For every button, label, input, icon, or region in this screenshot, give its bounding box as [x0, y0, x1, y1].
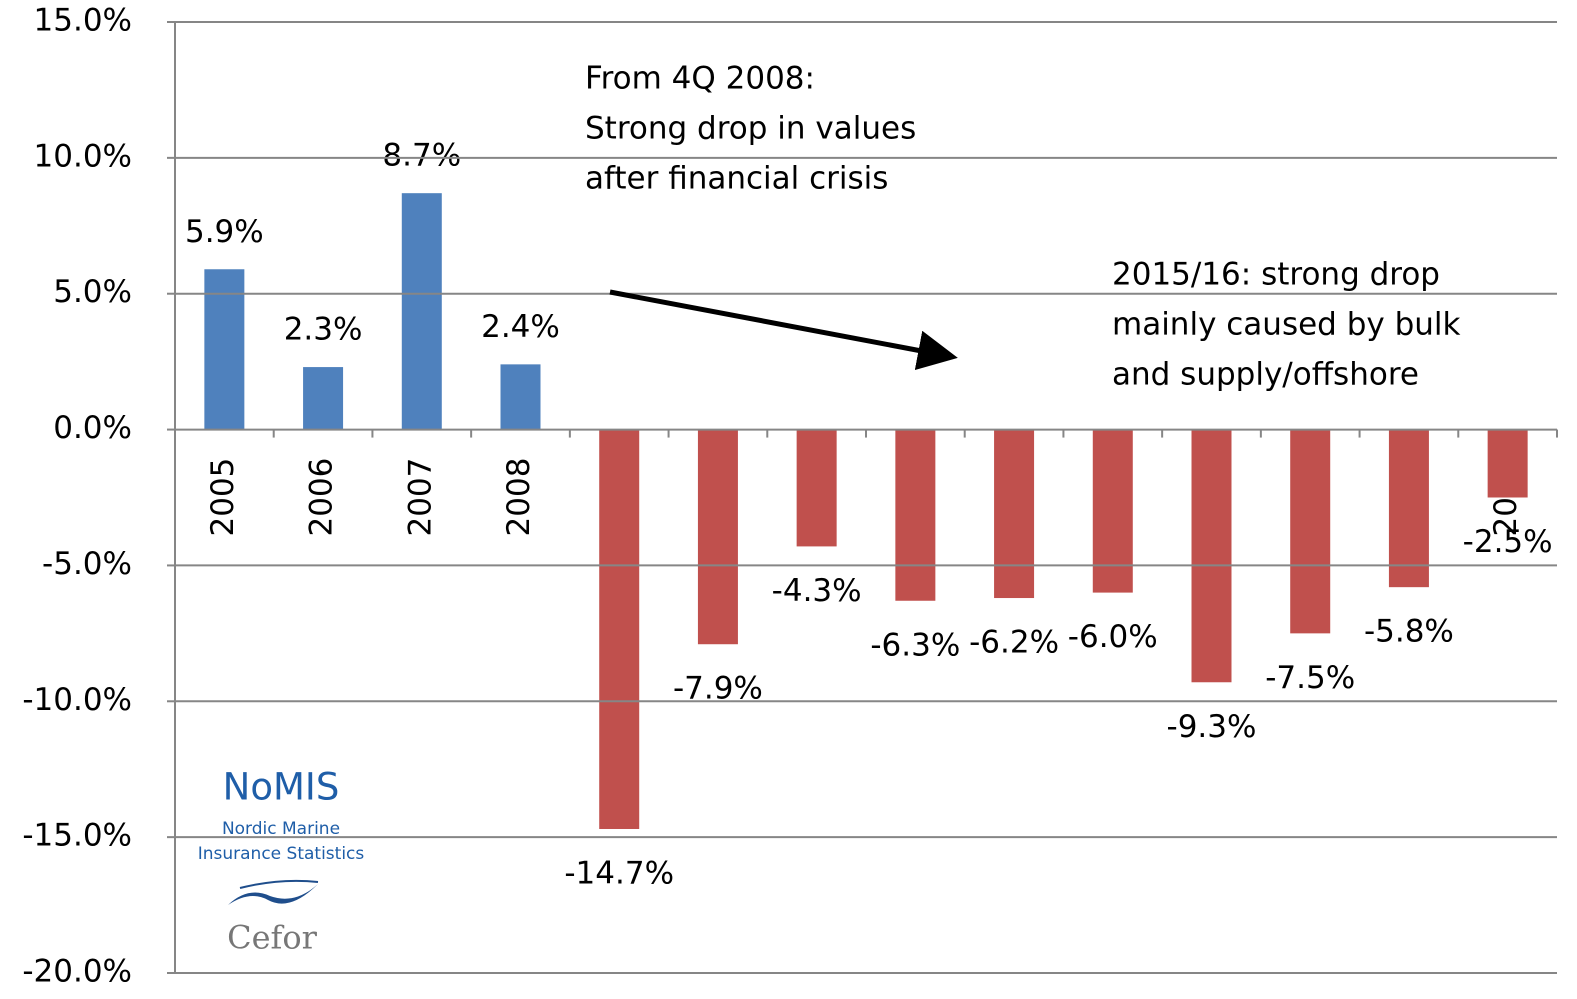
value-label: -5.8%: [1364, 614, 1454, 650]
logo-line: Insurance Statistics: [198, 844, 365, 864]
annotation: From 4Q 2008:: [585, 61, 815, 97]
y-tick-label: -5.0%: [42, 546, 132, 582]
annotation: after financial crisis: [585, 161, 888, 197]
value-label: 2.4%: [481, 309, 560, 345]
x-tick-label: 2007: [402, 458, 438, 537]
value-label: 5.9%: [185, 214, 264, 250]
bar: [1191, 429, 1232, 683]
bar: [1092, 429, 1133, 593]
bar: [1487, 429, 1528, 498]
value-label: 8.7%: [382, 138, 461, 174]
bar: [303, 367, 344, 430]
value-label: -6.0%: [1068, 619, 1158, 655]
y-tick-label: -15.0%: [22, 818, 132, 854]
bar: [895, 429, 936, 601]
logo-brand: Cefor: [227, 919, 318, 957]
x-tick-label: 2005: [205, 458, 241, 537]
bar: [994, 429, 1035, 599]
annotation: Strong drop in values: [585, 111, 916, 147]
bar: [1388, 429, 1429, 588]
y-tick-label: -20.0%: [22, 954, 132, 990]
value-label: -6.3%: [870, 627, 960, 663]
arrow: [609, 289, 958, 371]
y-tick-label: 5.0%: [53, 274, 132, 310]
logo: NoMIS Nordic Marine Insurance Statistics…: [198, 766, 365, 957]
value-label: -4.3%: [772, 573, 862, 609]
logo-swoosh: [239, 879, 319, 889]
value-label: -7.5%: [1265, 660, 1355, 696]
y-tick-label: -10.0%: [22, 682, 132, 718]
bar: [1290, 429, 1331, 634]
x-tick-label: 2008: [501, 458, 537, 537]
value-label: -9.3%: [1167, 709, 1257, 745]
bar: [599, 429, 640, 829]
value-label: -2.5%: [1463, 524, 1553, 560]
annotation: and supply/offshore: [1112, 357, 1419, 393]
y-tick-label: 0.0%: [53, 410, 132, 446]
bar: [204, 269, 245, 430]
logo-swoosh: [228, 884, 318, 905]
bar: [500, 364, 541, 430]
y-tick-label: 10.0%: [34, 138, 132, 174]
bar: [796, 429, 837, 547]
logo-name: NoMIS: [223, 766, 340, 809]
annotation: 2015/16: strong drop: [1112, 257, 1440, 293]
x-tick-label: 2006: [304, 458, 340, 537]
value-label: 2.3%: [284, 312, 363, 348]
annotation: mainly caused by bulk: [1112, 307, 1461, 343]
value-label: -6.2%: [969, 625, 1059, 661]
bar: [697, 429, 738, 645]
logo-line: Nordic Marine: [222, 819, 340, 839]
y-tick-label: 15.0%: [34, 3, 132, 39]
value-label: -14.7%: [564, 855, 674, 891]
bar: [401, 193, 442, 430]
